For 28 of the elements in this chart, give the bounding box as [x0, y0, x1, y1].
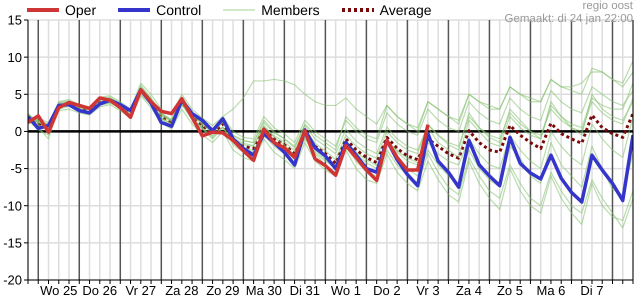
- text: regio oost: [581, 0, 633, 13]
- x-tick-label: Vr 3: [416, 283, 440, 298]
- x-tick-label: Do 2: [373, 283, 401, 298]
- annotation: Gemaakt: di 24 jan 22:00: [504, 13, 633, 26]
- x-tick-label: Zo 29: [206, 283, 240, 298]
- x-tick-label: Di 7: [580, 283, 604, 298]
- y-tick-label: 0: [14, 124, 22, 140]
- legend-label: Members: [261, 2, 320, 18]
- y-tick-label: -15: [3, 235, 22, 250]
- y-tick-label: 5: [14, 86, 22, 102]
- y-tick-label: 10: [8, 50, 22, 65]
- x-tick-label: Do 26: [82, 283, 118, 298]
- legend-label: Control: [156, 2, 202, 18]
- legend-label: Oper: [65, 2, 96, 18]
- y-tick-label: 15: [8, 12, 22, 28]
- x-tick-label: Zo 5: [496, 283, 523, 298]
- x-tick-label: Za 4: [456, 283, 482, 298]
- x-tick-label: Vr 27: [126, 283, 156, 298]
- x-tick-label: Wo 1: [330, 283, 361, 298]
- y-tick-label: -5: [10, 161, 22, 176]
- x-tick-label: Di 31: [290, 283, 320, 298]
- x-tick-label: Ma 6: [536, 283, 566, 298]
- x-tick-label: Ma 30: [246, 283, 282, 298]
- y-tick-label: -10: [3, 198, 22, 214]
- x-tick-label: Za 28: [165, 283, 198, 298]
- legend-label: Average: [380, 2, 432, 18]
- x-tick-label: Wo 25: [40, 283, 78, 298]
- y-tick-label: -20: [3, 272, 22, 288]
